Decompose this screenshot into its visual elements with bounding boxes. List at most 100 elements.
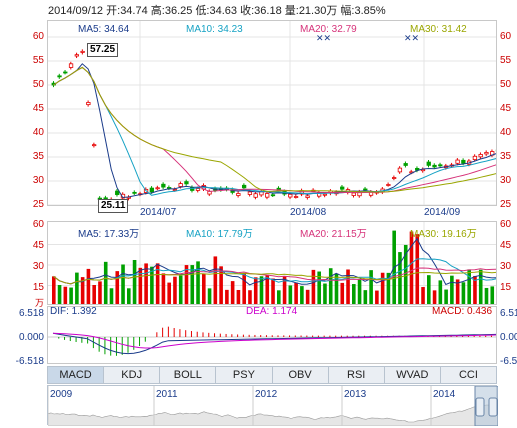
overview-left-handle[interactable]	[475, 397, 485, 417]
event-marker-icon[interactable]: ✕✕	[404, 33, 419, 43]
volume-bar	[248, 290, 252, 304]
price-ma10-label: MA10: 34.23	[186, 24, 243, 35]
volume-value: 21.30万	[298, 5, 338, 17]
volume-bar	[178, 275, 183, 304]
candlestick	[265, 193, 270, 198]
tab-boll[interactable]: BOLL	[160, 367, 217, 383]
volume-bar	[236, 289, 241, 304]
overview-year-label: 2014	[433, 389, 456, 400]
volume-bar	[127, 288, 131, 304]
macd-y-tick-label: 6.518	[500, 308, 517, 319]
volume-bar	[230, 281, 235, 304]
candlestick	[172, 189, 178, 191]
volume-bar	[207, 288, 212, 304]
candlestick	[391, 177, 397, 179]
volume-bar	[242, 273, 246, 304]
volume-bar	[196, 261, 200, 304]
quote-date: 2014/09/12	[48, 5, 104, 17]
volume-bar	[190, 265, 195, 304]
candlestick	[155, 187, 160, 190]
candlestick	[270, 194, 276, 197]
volume-bar	[138, 267, 143, 304]
overview-right-handle[interactable]	[488, 397, 498, 417]
volume-bar	[421, 287, 425, 304]
tab-cci[interactable]: CCI	[458, 369, 478, 381]
candlestick	[161, 183, 166, 188]
volume-panel[interactable]	[47, 221, 497, 305]
volume-ma30-line	[53, 271, 496, 285]
candlestick	[80, 50, 85, 53]
candlestick	[495, 149, 496, 152]
candlestick	[149, 187, 154, 193]
volume-bar	[317, 271, 321, 304]
tab-obv[interactable]: OBV	[273, 367, 329, 383]
volume-ma30-label: MA30: 19.16万	[410, 229, 477, 240]
volume-bar	[398, 252, 402, 304]
volume-bar	[334, 273, 339, 304]
volume-bar	[300, 286, 304, 304]
tab-psy[interactable]: PSY	[216, 367, 273, 383]
candlestick	[115, 190, 120, 195]
volume-bar	[98, 281, 102, 304]
macd-y-tick-label: 0.000	[18, 332, 44, 343]
event-marker-icon[interactable]: ✕✕	[316, 33, 331, 43]
volume-bar	[282, 276, 287, 304]
volume-bar	[173, 276, 177, 304]
volume-bar	[253, 277, 258, 304]
volume-bar	[121, 264, 125, 304]
candlestick	[363, 188, 368, 191]
candlestick	[120, 193, 126, 199]
volume-bar	[444, 289, 448, 304]
volume-bar	[311, 269, 316, 304]
volume-bar	[375, 290, 379, 304]
volume-bar	[103, 261, 108, 304]
volume-bar	[323, 283, 327, 304]
volume-bar	[490, 286, 495, 304]
macd-y-tick-label: 6.518	[18, 308, 44, 319]
tab-wvad[interactable]: WVAD	[385, 367, 441, 383]
tab-macd[interactable]: MACD	[48, 367, 105, 383]
candlestick	[322, 193, 328, 196]
volume-bar	[167, 282, 171, 304]
price-panel[interactable]: ✕✕ ✕✕	[47, 20, 497, 206]
overview-navigator[interactable]: 2009 2011 2012 2013 2014	[47, 385, 499, 427]
dif-line	[52, 332, 496, 355]
overview-area	[47, 404, 499, 427]
candlestick	[293, 196, 299, 198]
candlestick	[195, 188, 201, 191]
tab-rsi[interactable]: RSI	[329, 367, 385, 383]
price-ma30-label: MA30: 31.42	[410, 24, 467, 35]
volume-bar	[219, 266, 223, 304]
volume-bar	[294, 282, 298, 304]
volume-bar	[352, 284, 356, 304]
price-y-tick-label: 55	[32, 55, 44, 66]
high-price-marker: 57.25	[87, 43, 119, 57]
price-y-tick-label: 35	[32, 151, 44, 162]
candlestick	[438, 164, 443, 167]
amplitude-value: 3.85%	[354, 5, 386, 17]
volume-bar	[427, 275, 431, 304]
price-ma20-label: MA20: 32.79	[300, 24, 357, 35]
volume-bar	[363, 290, 368, 304]
volume-bar	[92, 285, 96, 304]
volume-bar	[328, 268, 333, 304]
candlestick	[57, 75, 62, 78]
volume-bar	[478, 269, 483, 304]
price-y-tick-label: 50	[32, 79, 44, 90]
volume-bar	[432, 290, 437, 304]
volume-ma20-label: MA20: 21.15万	[300, 229, 367, 240]
candlestick	[484, 152, 489, 155]
macd-panel[interactable]	[47, 306, 497, 364]
volume-bar	[403, 244, 408, 304]
volume-bar	[455, 279, 460, 304]
price-chart: ✕✕ ✕✕	[48, 21, 496, 205]
tab-kdj[interactable]: KDJ	[104, 367, 161, 383]
macd-chart	[48, 326, 496, 356]
volume-bar	[305, 289, 310, 304]
candlestick	[74, 54, 79, 57]
macd-y-tick-label: -6.518	[500, 356, 517, 367]
quote-header: 2014/09/12 开:34.74 高:36.25 低:34.63 收:36.…	[48, 2, 386, 18]
candlestick	[68, 63, 74, 68]
ma10-line	[53, 66, 496, 196]
candlestick	[236, 193, 241, 196]
